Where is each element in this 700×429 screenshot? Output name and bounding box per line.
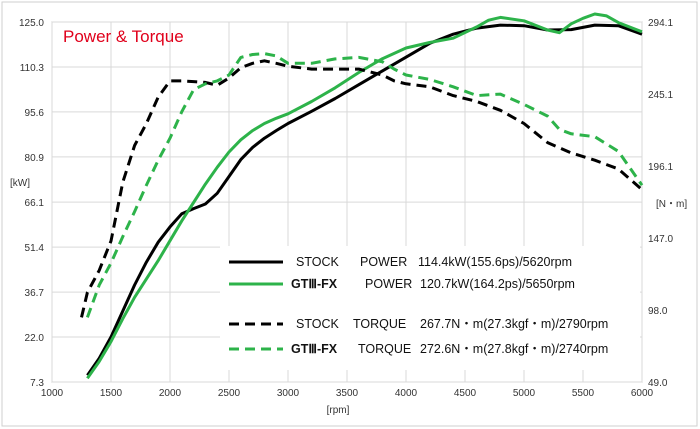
left-tick-label: 80.9 xyxy=(25,153,45,164)
right-tick-label: 98.0 xyxy=(648,306,668,317)
legend-quantity: POWER xyxy=(365,277,412,291)
series-line-torque-stock xyxy=(80,59,643,318)
left-tick-label: 7.3 xyxy=(30,378,44,389)
x-tick-label: 6000 xyxy=(631,388,654,399)
left-tick-label: 66.1 xyxy=(25,198,45,209)
legend-value: 120.7kW(164.2ps)/5650rpm xyxy=(420,277,575,291)
series-layer xyxy=(80,12,644,380)
right-tick-label: 49.0 xyxy=(648,378,668,389)
left-tick-label: 51.4 xyxy=(25,243,45,254)
x-tick-label: 5000 xyxy=(513,388,536,399)
right-tick-label: 294.1 xyxy=(648,18,673,29)
legend: STOCK POWER 114.4kW(155.6ps)/5620rpm GTⅢ-FX… xyxy=(220,246,640,370)
x-tick-label: 2000 xyxy=(159,388,182,399)
legend-series-name: STOCK xyxy=(296,317,339,331)
legend-series-name: STOCK xyxy=(296,255,339,269)
x-axis-label: [rpm] xyxy=(327,405,350,416)
legend-quantity: TORQUE xyxy=(358,342,411,356)
legend-value: 272.6N・m(27.8kgf・m)/2740rpm xyxy=(420,342,608,356)
legend-box xyxy=(220,246,640,370)
right-tick-label: 245.1 xyxy=(648,90,673,101)
legend-value: 114.4kW(155.6ps)/5620rpm xyxy=(418,255,572,269)
legend-quantity: TORQUE xyxy=(353,317,406,331)
legend-value: 267.7N・m(27.3kgf・m)/2790rpm xyxy=(420,317,608,331)
x-tick-label: 1000 xyxy=(41,388,64,399)
series-line-power-gt3fx xyxy=(86,12,643,380)
x-tick-label: 3000 xyxy=(277,388,300,399)
legend-quantity: POWER xyxy=(360,255,407,269)
legend-series-name: GTⅢ-FX xyxy=(291,342,338,356)
grid-layer: 1000 1500 2000 2500 3000 3500 4000 4500 5000 5500… xyxy=(19,18,673,399)
legend-series-name: GTⅢ-FX xyxy=(291,277,338,291)
x-tick-label: 2500 xyxy=(218,388,241,399)
left-tick-label: 95.6 xyxy=(25,108,45,119)
x-tick-label: 4000 xyxy=(395,388,418,399)
right-axis-unit: [N・m] xyxy=(656,199,687,210)
left-tick-label: 36.7 xyxy=(25,288,45,299)
series-line-torque-gt3fx xyxy=(85,52,644,318)
x-tick-label: 1500 xyxy=(100,388,123,399)
series-line-power-stock xyxy=(86,23,643,377)
x-tick-label: 3500 xyxy=(336,388,359,399)
chart-title: Power & Torque xyxy=(63,27,184,46)
x-tick-label: 4500 xyxy=(454,388,477,399)
left-axis-unit: [kW] xyxy=(10,178,30,189)
x-tick-label: 5500 xyxy=(572,388,595,399)
left-tick-label: 125.0 xyxy=(19,18,44,29)
right-tick-label: 196.1 xyxy=(648,162,673,173)
right-tick-label: 147.0 xyxy=(648,234,673,245)
left-tick-label: 110.3 xyxy=(20,63,45,74)
left-tick-label: 22.0 xyxy=(25,333,45,344)
